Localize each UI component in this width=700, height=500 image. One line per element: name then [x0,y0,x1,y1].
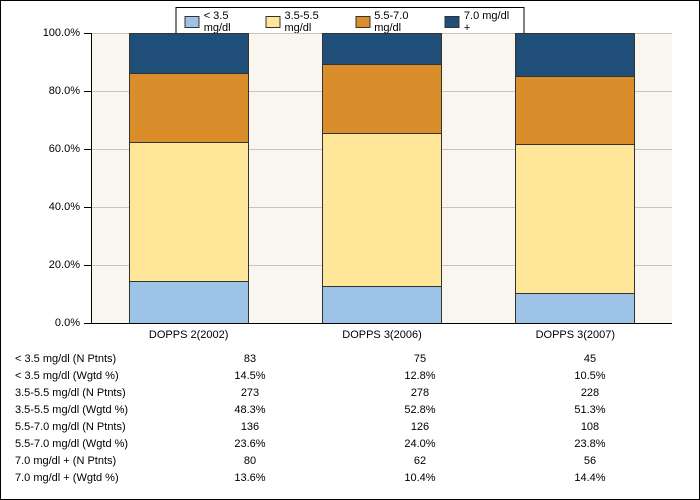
table-row-label: 3.5-5.5 mg/dl (N Ptnts) [11,385,165,402]
table-cell: 108 [505,419,675,436]
table-cell: 10.5% [505,368,675,385]
y-tick-label: 80.0% [20,85,80,97]
y-tick [84,265,92,266]
plot-area: 0.0%20.0%40.0%60.0%80.0%100.0%DOPPS 2(20… [91,33,672,324]
bar-segment [130,281,248,323]
table-cell: 80 [165,453,335,470]
table-cell: 14.4% [505,470,675,487]
table-cell: 136 [165,419,335,436]
bar-segment [323,64,441,133]
table-cell: 75 [335,351,505,368]
bar-segment [130,34,248,73]
bar-segment [323,133,441,286]
table-cell: 278 [335,385,505,402]
table-row-label: 3.5-5.5 mg/dl (Wgtd %) [11,402,165,419]
data-table: < 3.5 mg/dl (N Ptnts)837545< 3.5 mg/dl (… [11,351,691,487]
table-row-label: < 3.5 mg/dl (N Ptnts) [11,351,165,368]
y-tick-label: 20.0% [20,259,80,271]
y-tick-label: 40.0% [20,201,80,213]
table-row-label: 7.0 mg/dl + (N Ptnts) [11,453,165,470]
table-cell: 228 [505,385,675,402]
bar-segment [130,142,248,282]
x-tick-label: DOPPS 3(2007) [495,323,655,341]
legend-swatch [185,16,200,28]
legend-label: 3.5-5.5 mg/dl [284,10,345,34]
stacked-bar [322,33,442,323]
table-cell: 10.4% [335,470,505,487]
table-cell: 23.8% [505,436,675,453]
table-row: 3.5-5.5 mg/dl (Wgtd %)48.3%52.8%51.3% [11,402,691,419]
legend-label: < 3.5 mg/dl [204,10,256,34]
x-tick-label: DOPPS 2(2002) [109,323,269,341]
table-row: 7.0 mg/dl + (N Ptnts)806256 [11,453,691,470]
bar-segment [516,293,634,323]
table-row-label: < 3.5 mg/dl (Wgtd %) [11,368,165,385]
legend-item: < 3.5 mg/dl [185,10,256,34]
table-row: < 3.5 mg/dl (N Ptnts)837545 [11,351,691,368]
legend-item: 3.5-5.5 mg/dl [265,10,345,34]
table-cell: 24.0% [335,436,505,453]
x-tick-label: DOPPS 3(2006) [302,323,462,341]
table-cell: 14.5% [165,368,335,385]
legend-item: 5.5-7.0 mg/dl [355,10,435,34]
table-cell: 12.8% [335,368,505,385]
legend-swatch [265,16,280,28]
table-cell: 48.3% [165,402,335,419]
bar-segment [516,34,634,76]
stacked-bar [129,33,249,323]
table-row-label: 5.5-7.0 mg/dl (N Ptnts) [11,419,165,436]
y-tick-label: 100.0% [20,27,80,39]
y-tick [84,207,92,208]
y-tick [84,91,92,92]
table-cell: 273 [165,385,335,402]
bar-segment [130,73,248,141]
table-row: < 3.5 mg/dl (Wgtd %)14.5%12.8%10.5% [11,368,691,385]
bars-container [92,33,672,323]
bar-segment [516,76,634,145]
table-cell: 62 [335,453,505,470]
legend-item: 7.0 mg/dl + [445,10,516,34]
stacked-bar [515,33,635,323]
table-row: 3.5-5.5 mg/dl (N Ptnts)273278228 [11,385,691,402]
table-cell: 83 [165,351,335,368]
table-cell: 51.3% [505,402,675,419]
figure-frame: < 3.5 mg/dl 3.5-5.5 mg/dl 5.5-7.0 mg/dl 7.0… [0,0,700,500]
table-cell: 13.6% [165,470,335,487]
table-row-label: 5.5-7.0 mg/dl (Wgtd %) [11,436,165,453]
y-tick [84,149,92,150]
table-cell: 126 [335,419,505,436]
bar-segment [323,34,441,64]
table-row-label: 7.0 mg/dl + (Wgtd %) [11,470,165,487]
y-tick-label: 0.0% [20,317,80,329]
y-tick-label: 60.0% [20,143,80,155]
table-cell: 56 [505,453,675,470]
legend-swatch [355,16,370,28]
table-cell: 52.8% [335,402,505,419]
table-cell: 45 [505,351,675,368]
legend-label: 7.0 mg/dl + [464,10,516,34]
table-cell: 23.6% [165,436,335,453]
bar-segment [323,286,441,323]
y-tick [84,33,92,34]
legend-swatch [445,16,460,28]
legend-label: 5.5-7.0 mg/dl [374,10,435,34]
table-row: 7.0 mg/dl + (Wgtd %)13.6%10.4%14.4% [11,470,691,487]
table-row: 5.5-7.0 mg/dl (N Ptnts)136126108 [11,419,691,436]
bar-segment [516,144,634,292]
table-row: 5.5-7.0 mg/dl (Wgtd %)23.6%24.0%23.8% [11,436,691,453]
y-tick [84,323,92,324]
